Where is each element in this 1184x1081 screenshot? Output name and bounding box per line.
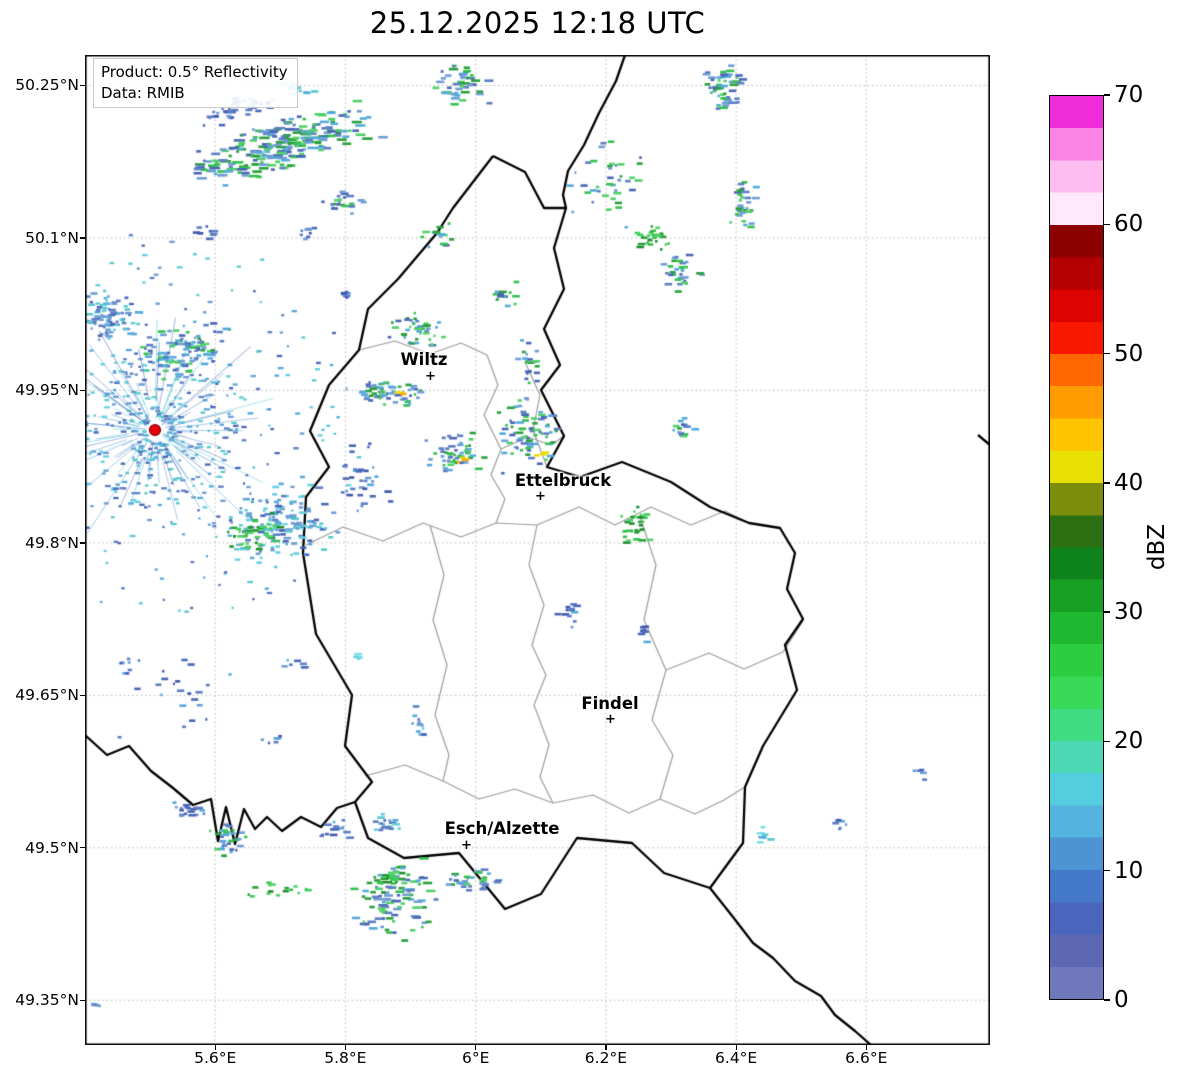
y-tick-label-1: 50.1°N [25, 228, 79, 247]
y-tick-label-2: 49.95°N [15, 381, 79, 400]
y-tick-label-0: 50.25°N [15, 76, 79, 95]
x-tick-mark-3 [605, 1045, 607, 1050]
colorbar-tick-mark-0 [1104, 999, 1110, 1001]
y-tick-mark-1 [80, 237, 85, 239]
x-tick-mark-0 [214, 1045, 216, 1050]
y-tick-label-6: 49.35°N [15, 991, 79, 1010]
x-tick-mark-5 [865, 1045, 867, 1050]
colorbar-gradient [1050, 96, 1103, 999]
city-label-findel: Findel [581, 694, 639, 713]
colorbar-tick-label-50: 50 [1114, 340, 1144, 367]
colorbar-tick-label-60: 60 [1114, 211, 1144, 238]
city-marker-0: + [425, 369, 436, 384]
data-source-line: Data: RMIB [101, 83, 185, 102]
city-label-esch-alzette: Esch/Alzette [444, 819, 560, 838]
map-canvas [85, 55, 990, 1045]
colorbar-tick-mark-4 [1104, 482, 1110, 484]
x-tick-label-3: 6.2°E [584, 1049, 627, 1067]
y-tick-mark-2 [80, 389, 85, 392]
x-tick-label-4: 6.4°E [715, 1049, 758, 1067]
y-tick-mark-5 [80, 847, 85, 849]
y-tick-mark-3 [80, 542, 85, 544]
city-label-ettelbruck: Ettelbruck [514, 471, 612, 490]
colorbar-tick-mark-3 [1104, 611, 1110, 613]
colorbar-tick-mark-2 [1104, 740, 1110, 743]
product-info-box: Product: 0.5° Reflectivity Data: RMIB [93, 58, 298, 109]
figure-title: 25.12.2025 12:18 UTC [369, 6, 706, 40]
x-tick-label-2: 6°E [461, 1049, 490, 1067]
y-tick-label-4: 49.65°N [15, 686, 79, 705]
map-plot-area: Product: 0.5° Reflectivity Data: RMIB Wi… [85, 55, 990, 1045]
colorbar-label: dBZ [1144, 523, 1170, 571]
y-tick-label-3: 49.8°N [25, 533, 79, 552]
colorbar-tick-mark-5 [1104, 352, 1110, 355]
y-tick-label-5: 49.5°N [25, 838, 79, 857]
product-info-line: Product: 0.5° Reflectivity [101, 63, 288, 81]
city-marker-2: + [605, 712, 616, 727]
colorbar-tick-label-30: 30 [1114, 599, 1144, 626]
y-tick-mark-4 [80, 694, 85, 697]
x-tick-label-1: 5.8°E [324, 1049, 367, 1067]
colorbar-tick-label-70: 70 [1114, 82, 1144, 108]
city-marker-1: + [535, 489, 546, 504]
colorbar-tick-label-20: 20 [1114, 728, 1144, 755]
x-tick-mark-4 [735, 1045, 737, 1050]
x-tick-mark-1 [344, 1045, 347, 1050]
y-tick-mark-0 [80, 84, 85, 87]
x-tick-label-0: 5.6°E [194, 1049, 237, 1067]
colorbar-tick-mark-6 [1104, 223, 1110, 225]
colorbar-tick-label-10: 10 [1114, 857, 1144, 884]
x-tick-mark-2 [475, 1045, 477, 1050]
colorbar-tick-label-40: 40 [1114, 469, 1144, 496]
x-tick-label-5: 6.6°E [845, 1049, 888, 1067]
city-label-wiltz: Wiltz [400, 350, 448, 369]
y-tick-mark-6 [80, 999, 85, 1001]
colorbar-tick-mark-7 [1104, 94, 1110, 96]
colorbar [1049, 95, 1104, 1000]
colorbar-tick-label-0: 0 [1114, 987, 1129, 1013]
colorbar-tick-mark-1 [1104, 870, 1110, 872]
city-marker-3: + [461, 838, 472, 853]
